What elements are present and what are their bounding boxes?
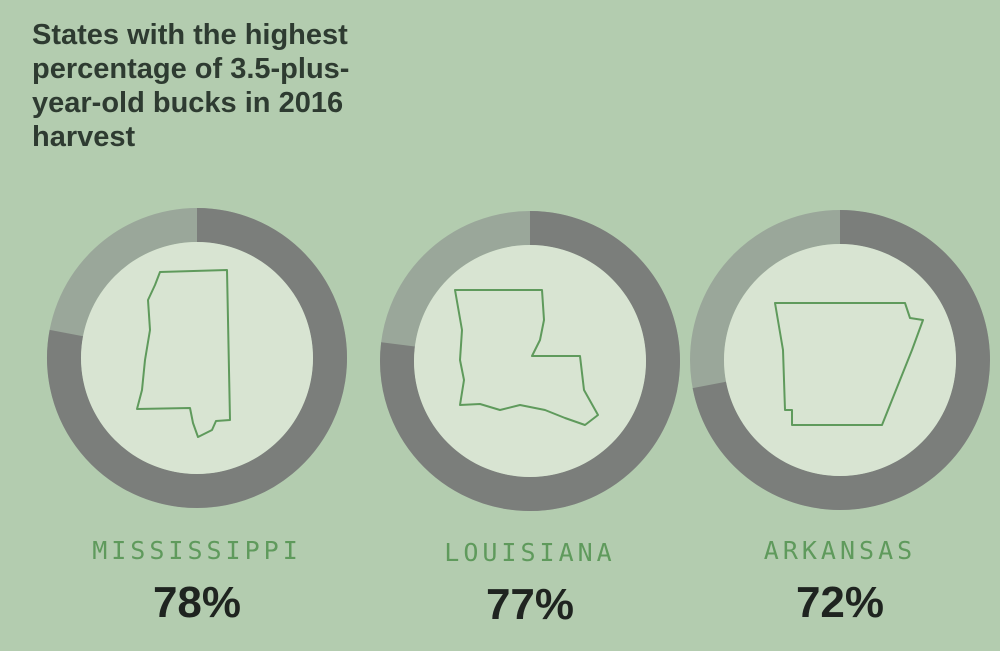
state-outline-mississippi [136, 269, 231, 438]
donut-value-arkansas [692, 210, 990, 510]
value-label-mississippi: 78% [152, 578, 242, 627]
donut-center-louisiana [414, 245, 646, 477]
state-label-louisiana: LOUISIANA [444, 538, 616, 567]
donut-value-mississippi [47, 208, 347, 508]
chart-title: States with the highest percentage of 3.… [32, 19, 350, 153]
value-label-louisiana: 77% [485, 580, 575, 629]
donut-value-louisiana [380, 211, 680, 511]
state-label-arkansas: ARKANSAS [763, 536, 917, 565]
state-outline-arkansas [774, 302, 924, 426]
state-outline-louisiana [454, 289, 599, 426]
value-label-arkansas: 72% [795, 578, 885, 627]
state-label-mississippi: MISSISSIPPI [92, 536, 302, 565]
donut-center-mississippi [81, 242, 313, 474]
donut-center-arkansas [724, 244, 956, 476]
